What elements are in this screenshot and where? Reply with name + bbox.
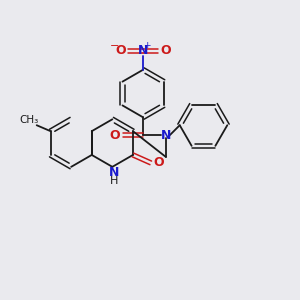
Text: O: O xyxy=(153,156,164,170)
Text: +: + xyxy=(143,41,151,50)
Text: −: − xyxy=(110,41,119,51)
Text: CH₃: CH₃ xyxy=(19,115,38,125)
Text: N: N xyxy=(161,129,171,142)
Text: O: O xyxy=(109,129,120,142)
Text: N: N xyxy=(109,166,119,179)
Text: N: N xyxy=(138,44,148,57)
Text: O: O xyxy=(115,44,126,57)
Text: O: O xyxy=(160,44,171,57)
Text: H: H xyxy=(110,176,118,186)
